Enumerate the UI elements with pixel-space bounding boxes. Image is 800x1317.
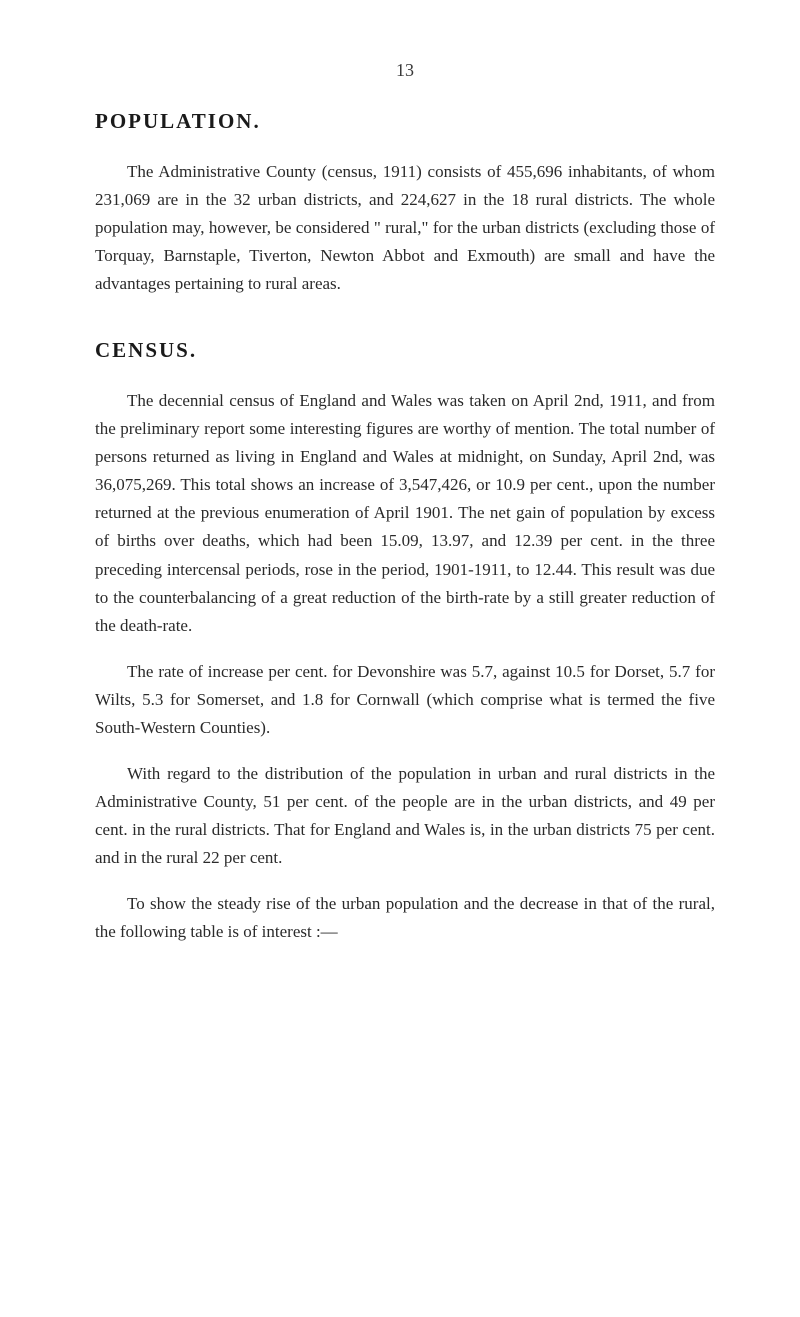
census-paragraph-1: The decennial census of England and Wale…: [95, 387, 715, 639]
page-number: 13: [95, 60, 715, 81]
population-paragraph: The Administrative County (census, 1911)…: [95, 158, 715, 298]
population-heading: POPULATION.: [95, 109, 715, 134]
census-paragraph-3: With regard to the distribution of the p…: [95, 760, 715, 872]
census-paragraph-2: The rate of increase per cent. for Devon…: [95, 658, 715, 742]
census-heading: CENSUS.: [95, 338, 715, 363]
census-paragraph-4: To show the steady rise of the urban pop…: [95, 890, 715, 946]
